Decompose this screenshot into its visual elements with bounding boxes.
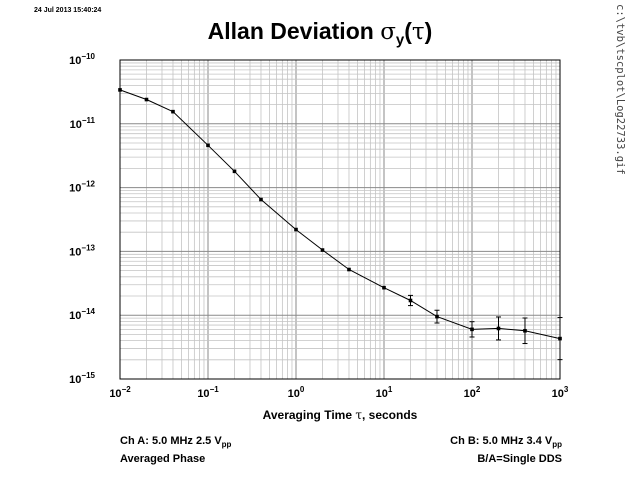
tick-labels: 10−2 10−1 100 101 102 103 10−15 10−14 10−13 10−12… [69,52,569,400]
channel-b-line2: B/A=Single DDS [477,453,562,466]
timestamp: 24 Jul 2013 15:40:24 [34,7,102,14]
data-point [435,314,439,319]
grid [119,59,561,380]
chart-title: Allan Deviation σy(τ) [0,18,640,49]
plot-frame [119,59,561,380]
data-point [144,97,149,102]
channel-a-info: Ch A: 5.0 MHz 2.5 Vpp Averaged Phase [120,434,231,466]
series-line [119,89,561,340]
x-tick-label: 100 [288,385,305,400]
x-axis-label: Averaging Time τ, seconds [120,408,560,422]
x-tick-label: 103 [552,385,569,400]
channel-b-line1: Ch B: 5.0 MHz 3.4 Vpp [450,435,562,450]
x-tick-label: 102 [464,385,481,400]
data-point [496,326,501,331]
channel-a-line1: Ch A: 5.0 MHz 2.5 Vpp [120,435,232,450]
title-tau: τ [411,19,425,45]
x-axis-label-suffix: , seconds [361,408,418,422]
data-point [232,169,237,174]
data-point [470,327,474,332]
data-point [382,285,386,290]
x-tick-label: 101 [376,385,393,400]
data-point [320,248,325,252]
data-point [206,143,210,148]
title-paren-close: ) [424,18,433,44]
channel-a-line2: Averaged Phase [120,453,206,466]
data-point [118,88,122,92]
y-tick-label: 10−10 [69,52,95,67]
data-series [118,88,563,361]
x-tick-label: 10−1 [197,385,219,400]
y-tick-label: 10−12 [69,180,95,195]
channel-b-info: Ch B: 5.0 MHz 3.4 Vpp B/A=Single DDS [450,434,562,466]
data-point [294,227,298,232]
title-subscript: y [395,31,405,49]
y-tick-label: 10−11 [70,116,96,131]
data-point [171,109,175,114]
y-tick-label: 10−14 [69,307,95,322]
data-point [558,336,562,341]
x-tick-label: 10−2 [109,385,131,400]
title-text: Allan Deviation [207,18,381,44]
data-point [347,267,351,272]
y-tick-label: 10−13 [69,243,95,258]
data-point [523,328,527,333]
title-paren-open: ( [404,18,412,44]
y-tick-label: 10−15 [69,371,95,386]
x-axis-label-prefix: Averaging Time [262,408,356,422]
title-sigma: σ [380,19,396,45]
data-point [408,298,413,303]
x-axis-label-tau: τ [355,408,362,422]
data-point [259,197,263,202]
file-path: c:\tvb\tscplot\Log22733.gif [614,4,626,175]
